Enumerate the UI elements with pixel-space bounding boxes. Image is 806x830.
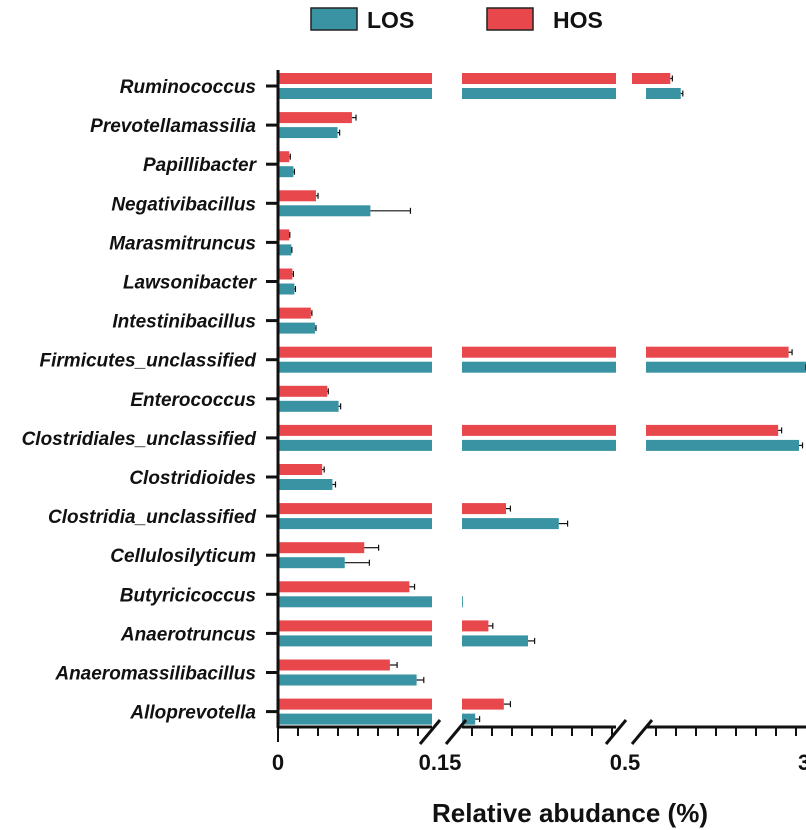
bar-hos-clostridia-unclassified-part1: [278, 503, 432, 515]
bar-hos-anaerotruncus-part2: [462, 620, 489, 632]
bar-hos-alloprevotella-part2: [462, 698, 504, 710]
axis-break-marks: [418, 719, 654, 745]
plot-area: [278, 73, 806, 725]
bar-hos-alloprevotella-part1: [278, 698, 432, 710]
bar-hos-clostridiales-unclassified-part1: [278, 424, 432, 436]
category-label-lawsonibacter: Lawsonibacter: [123, 273, 258, 294]
bar-hos-cellulosilyticum-part1: [278, 542, 365, 554]
y-axis: Ruminococcus Prevotellamassilia Papillibac…: [22, 70, 280, 728]
category-label-prevotellamassilia: Prevotellamassilia: [90, 116, 256, 137]
bar-los-clostridiales-unclassified-part1: [278, 439, 432, 451]
bar-los-intestinibacillus-part1: [278, 322, 315, 334]
bar-los-clostridia-unclassified-part1: [278, 518, 432, 530]
bar-hos-firmicutes-unclassified-part1: [278, 346, 432, 358]
axis-break-mark-1a: [418, 719, 442, 745]
bar-los-prevotellamassilia-part1: [278, 127, 338, 139]
axis-break-mark-2a: [604, 719, 628, 745]
category-label-butyricicoccus: Butyricicoccus: [120, 585, 256, 606]
bar-hos-clostridioides-part1: [278, 464, 323, 475]
legend-label-los: LOS: [367, 7, 414, 33]
bar-hos-ruminococcus-part3: [632, 73, 671, 84]
bar-hos-clostridiales-unclassified-part3: [646, 424, 779, 436]
category-label-firmicutes-unclassified: Firmicutes_unclassified: [40, 351, 257, 372]
bar-los-clostridiales-unclassified-part3: [646, 439, 800, 451]
bar-los-marasmitruncus-part1: [278, 244, 292, 256]
bar-los-cellulosilyticum-part1: [278, 557, 345, 569]
bar-hos-marasmitruncus-part1: [278, 229, 290, 241]
bar-los-clostridia-unclassified-part2: [462, 518, 559, 530]
bar-los-ruminococcus-part1: [278, 88, 432, 99]
x-axis-title: Relative abudance (%): [432, 798, 708, 828]
bar-los-clostridioides-part1: [278, 479, 333, 490]
bar-hos-butyricicoccus-part1: [278, 581, 410, 593]
bar-los-enterococcus-part1: [278, 400, 339, 412]
legend: LOS HOS: [310, 7, 603, 33]
bar-los-clostridiales-unclassified-part2: [462, 439, 616, 451]
bar-los-alloprevotella-part1: [278, 713, 432, 725]
category-label-enterococcus: Enterococcus: [130, 390, 256, 411]
y-tick-labels: Ruminococcus Prevotellamassilia Papillibac…: [22, 77, 278, 724]
x-axis: 0 0.15 0.5 3 Relative abudance (%): [272, 719, 806, 828]
category-label-ruminococcus: Ruminococcus: [120, 77, 256, 98]
bar-hos-clostridia-unclassified-part2: [462, 503, 506, 515]
bar-hos-prevotellamassilia-part1: [278, 112, 352, 124]
bar-hos-firmicutes-unclassified-part2: [462, 346, 616, 358]
category-label-alloprevotella: Alloprevotella: [129, 703, 256, 724]
bar-los-alloprevotella-part2: [462, 713, 476, 725]
bar-hos-ruminococcus-part1: [278, 73, 432, 84]
bar-los-ruminococcus-part3: [646, 88, 681, 99]
bar-hos-papillibacter-part1: [278, 151, 290, 163]
bar-los-firmicutes-unclassified-part2: [462, 361, 616, 373]
bar-hos-enterococcus-part1: [278, 385, 328, 397]
bar-hos-anaeromassilibacillus-part1: [278, 659, 390, 671]
bar-los-anaerotruncus-part2: [462, 635, 528, 647]
bar-hos-clostridiales-unclassified-part2: [462, 424, 616, 436]
bar-los-anaerotruncus-part1: [278, 635, 432, 647]
bar-hos-firmicutes-unclassified-part3: [646, 346, 789, 358]
bar-los-lawsonibacter-part1: [278, 283, 295, 295]
bar-los-butyricicoccus-part2: [462, 596, 463, 608]
category-label-intestinibacillus: Intestinibacillus: [112, 312, 256, 333]
category-label-negativibacillus: Negativibacillus: [111, 194, 256, 215]
legend-label-hos: HOS: [553, 7, 603, 33]
legend-swatch-hos: [486, 7, 534, 31]
category-label-cellulosilyticum: Cellulosilyticum: [110, 546, 256, 567]
category-label-marasmitruncus: Marasmitruncus: [109, 233, 256, 254]
bar-hos-lawsonibacter-part1: [278, 268, 293, 280]
bar-hos-anaerotruncus-part1: [278, 620, 432, 632]
bar-los-butyricicoccus-part1: [278, 596, 432, 608]
x-tick-label-0-5: 0.5: [610, 750, 641, 775]
bar-los-anaeromassilibacillus-part1: [278, 674, 417, 686]
bar-los-firmicutes-unclassified-part3: [646, 361, 806, 373]
category-label-anaeromassilibacillus: Anaeromassilibacillus: [54, 664, 256, 685]
x-tick-label-0: 0: [272, 750, 284, 775]
bar-los-negativibacillus-part1: [278, 205, 371, 217]
category-label-papillibacter: Papillibacter: [143, 155, 258, 176]
bar-los-ruminococcus-part2: [462, 88, 616, 99]
legend-swatch-los: [310, 7, 358, 31]
bar-hos-negativibacillus-part1: [278, 190, 316, 202]
category-label-clostridiales-unclassified: Clostridiales_unclassified: [22, 429, 257, 450]
bar-los-papillibacter-part1: [278, 166, 294, 178]
axis-break-mark-2b: [630, 719, 654, 745]
x-tick-label-3: 3: [798, 750, 806, 775]
bar-hos-ruminococcus-part2: [462, 73, 616, 84]
category-label-clostridioides: Clostridioides: [129, 468, 256, 489]
x-tick-label-0-15: 0.15: [419, 750, 462, 775]
axis-break-mark-1b: [444, 719, 468, 745]
x-ticks: [277, 727, 797, 742]
category-label-clostridia-unclassified: Clostridia_unclassified: [48, 507, 256, 528]
bar-hos-intestinibacillus-part1: [278, 307, 311, 319]
bar-los-firmicutes-unclassified-part1: [278, 361, 432, 373]
category-label-anaerotruncus: Anaerotruncus: [120, 624, 256, 645]
